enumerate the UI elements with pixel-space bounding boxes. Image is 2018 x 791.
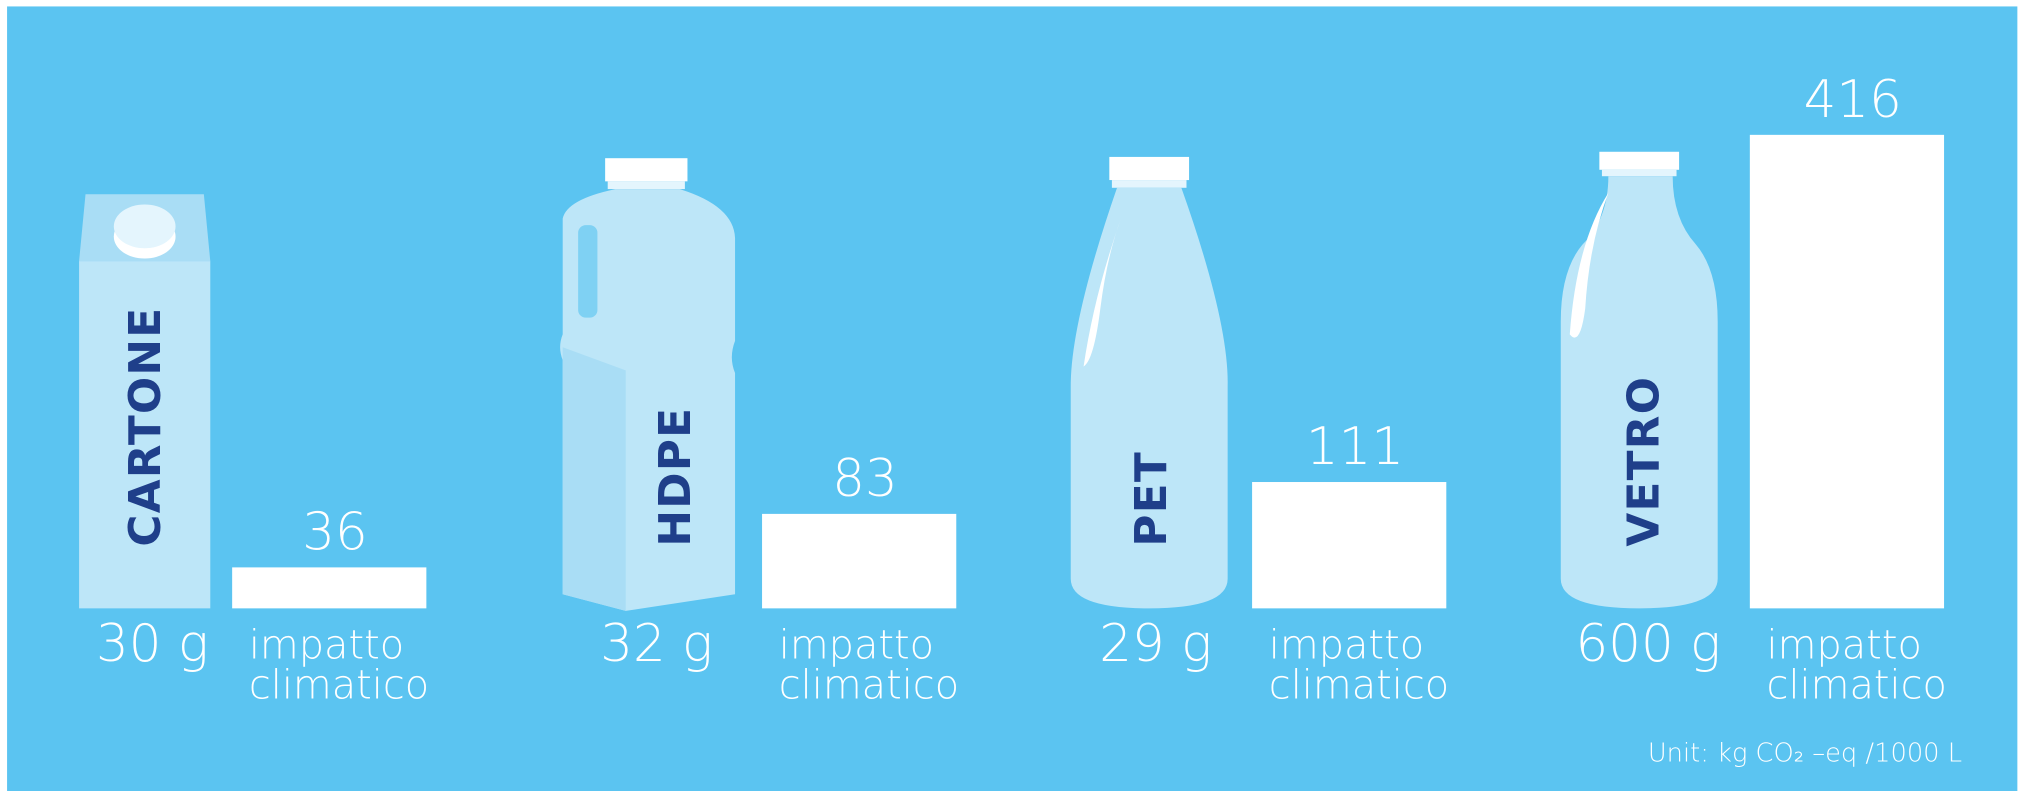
value-label: 416 — [1804, 70, 1902, 130]
carton-icon — [79, 194, 211, 609]
jug-icon — [560, 158, 736, 611]
bar — [232, 567, 427, 609]
weight-label: 30 g — [96, 614, 209, 674]
glass-bottle-icon — [1560, 151, 1718, 609]
bar — [1252, 482, 1447, 609]
value-label: 111 — [1306, 417, 1404, 477]
bar — [1749, 134, 1945, 609]
value-label: 36 — [302, 502, 367, 562]
category-label: CARTONE — [120, 307, 171, 547]
category-label: PET — [1126, 451, 1177, 547]
unit-note: Unit: kg CO₂ –eq /1000 L — [1648, 738, 1962, 768]
bar-caption: impatto — [1767, 623, 1922, 669]
pet-bottle-icon — [1070, 156, 1228, 609]
bar-caption: impatto — [779, 623, 934, 669]
weight-label: 32 g — [600, 614, 713, 674]
value-label: 83 — [832, 449, 897, 509]
category-label: VETRO — [1619, 376, 1670, 547]
weight-label: 600 g — [1576, 614, 1721, 674]
bar-caption: impatto — [249, 623, 404, 669]
bar-caption: climatico — [779, 662, 959, 708]
bar-caption: climatico — [249, 662, 429, 708]
bar-caption: impatto — [1269, 623, 1424, 669]
bar-caption: climatico — [1269, 662, 1449, 708]
bar-caption: climatico — [1767, 662, 1947, 708]
category-label: HDPE — [650, 407, 701, 547]
weight-label: 29 g — [1099, 614, 1212, 674]
bar — [762, 513, 957, 609]
